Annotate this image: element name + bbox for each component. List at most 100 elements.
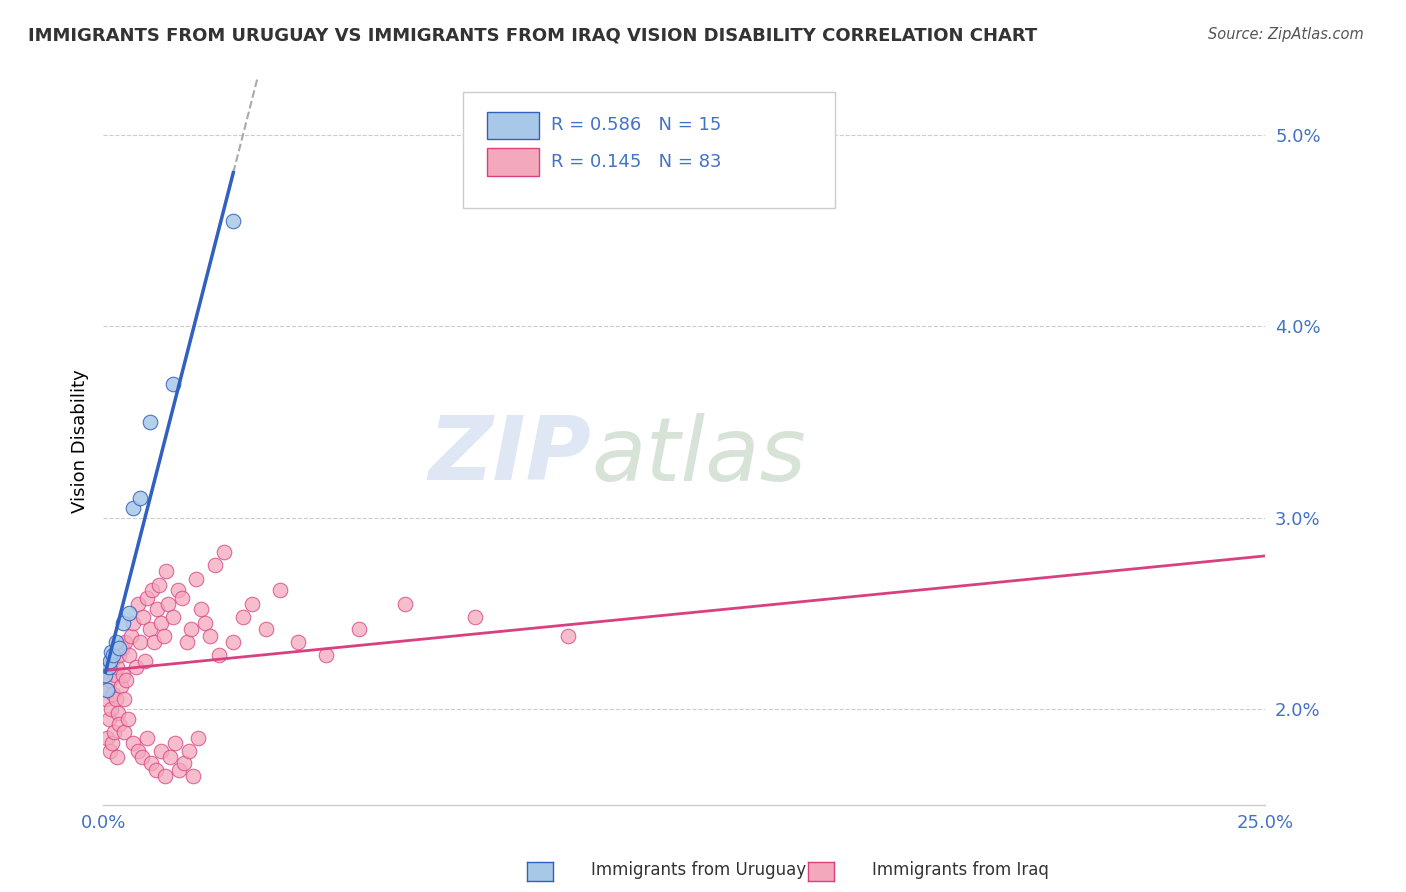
Point [97, 712, 120, 726]
Point [98, 744, 121, 758]
Point [269, 583, 291, 598]
Text: R = 0.145   N = 83: R = 0.145 N = 83 [551, 153, 721, 170]
Point [145, 602, 167, 616]
Point [176, 635, 198, 649]
Point [162, 376, 184, 391]
Point [204, 558, 226, 573]
Point [122, 615, 145, 630]
Point [96, 682, 118, 697]
Point [194, 615, 217, 630]
Point [112, 692, 135, 706]
Point [135, 731, 157, 745]
Point [190, 602, 212, 616]
Point [127, 597, 149, 611]
Text: Source: ZipAtlas.com: Source: ZipAtlas.com [1208, 27, 1364, 42]
Point [187, 731, 209, 745]
Point [145, 763, 167, 777]
Point [141, 756, 163, 770]
Y-axis label: Vision Disability: Vision Disability [72, 369, 89, 513]
Point [240, 597, 263, 611]
Point [150, 615, 173, 630]
Point [315, 648, 337, 663]
Text: ZIP: ZIP [429, 412, 592, 500]
Point [287, 635, 309, 649]
Point [118, 607, 141, 621]
Point [120, 629, 142, 643]
Point [347, 622, 370, 636]
Point [103, 687, 125, 701]
Point [198, 629, 221, 643]
Point [118, 648, 141, 663]
Point [143, 635, 166, 649]
Point [131, 610, 153, 624]
Point [148, 577, 170, 591]
Point [100, 644, 122, 658]
Point [557, 629, 579, 643]
Point [105, 660, 128, 674]
Point [110, 679, 132, 693]
Point [149, 744, 172, 758]
Point [101, 654, 124, 668]
Point [180, 622, 202, 636]
Point [394, 597, 416, 611]
Point [162, 610, 184, 624]
Point [103, 648, 125, 663]
Point [222, 214, 245, 228]
Point [122, 736, 145, 750]
Point [108, 717, 131, 731]
Point [97, 660, 120, 674]
Point [114, 635, 136, 649]
Point [98, 673, 121, 688]
Point [100, 702, 122, 716]
Point [138, 415, 160, 429]
Text: Immigrants from Iraq: Immigrants from Iraq [872, 861, 1049, 879]
Text: Immigrants from Uruguay: Immigrants from Uruguay [591, 861, 806, 879]
Point [105, 749, 128, 764]
Point [155, 769, 177, 783]
Point [94, 667, 117, 681]
Point [232, 610, 254, 624]
Point [141, 583, 163, 598]
Point [108, 648, 131, 663]
Point [117, 712, 139, 726]
Point [108, 640, 131, 655]
Point [103, 725, 125, 739]
Point [127, 744, 149, 758]
Point [136, 591, 159, 605]
Point [157, 597, 180, 611]
Point [104, 667, 127, 681]
Point [115, 673, 138, 688]
Point [212, 545, 235, 559]
Point [134, 654, 156, 668]
Point [208, 648, 231, 663]
Point [94, 664, 117, 678]
FancyBboxPatch shape [486, 112, 538, 139]
Point [138, 622, 160, 636]
Point [111, 615, 134, 630]
Point [105, 692, 128, 706]
Point [173, 756, 195, 770]
Point [98, 654, 121, 668]
Point [155, 564, 177, 578]
Text: R = 0.586   N = 15: R = 0.586 N = 15 [551, 117, 721, 135]
Point [254, 622, 277, 636]
Point [96, 731, 118, 745]
Point [166, 583, 188, 598]
Point [177, 744, 200, 758]
Point [112, 725, 135, 739]
Point [101, 736, 124, 750]
FancyBboxPatch shape [486, 148, 538, 176]
Point [169, 763, 191, 777]
Point [96, 692, 118, 706]
Point [163, 736, 186, 750]
Text: atlas: atlas [592, 413, 806, 499]
FancyBboxPatch shape [464, 92, 835, 209]
Point [222, 635, 245, 649]
Point [131, 749, 153, 764]
Point [159, 749, 181, 764]
Point [107, 706, 129, 720]
Text: IMMIGRANTS FROM URUGUAY VS IMMIGRANTS FROM IRAQ VISION DISABILITY CORRELATION CH: IMMIGRANTS FROM URUGUAY VS IMMIGRANTS FR… [28, 27, 1038, 45]
Point [111, 667, 134, 681]
Point [111, 640, 134, 655]
Point [152, 629, 174, 643]
